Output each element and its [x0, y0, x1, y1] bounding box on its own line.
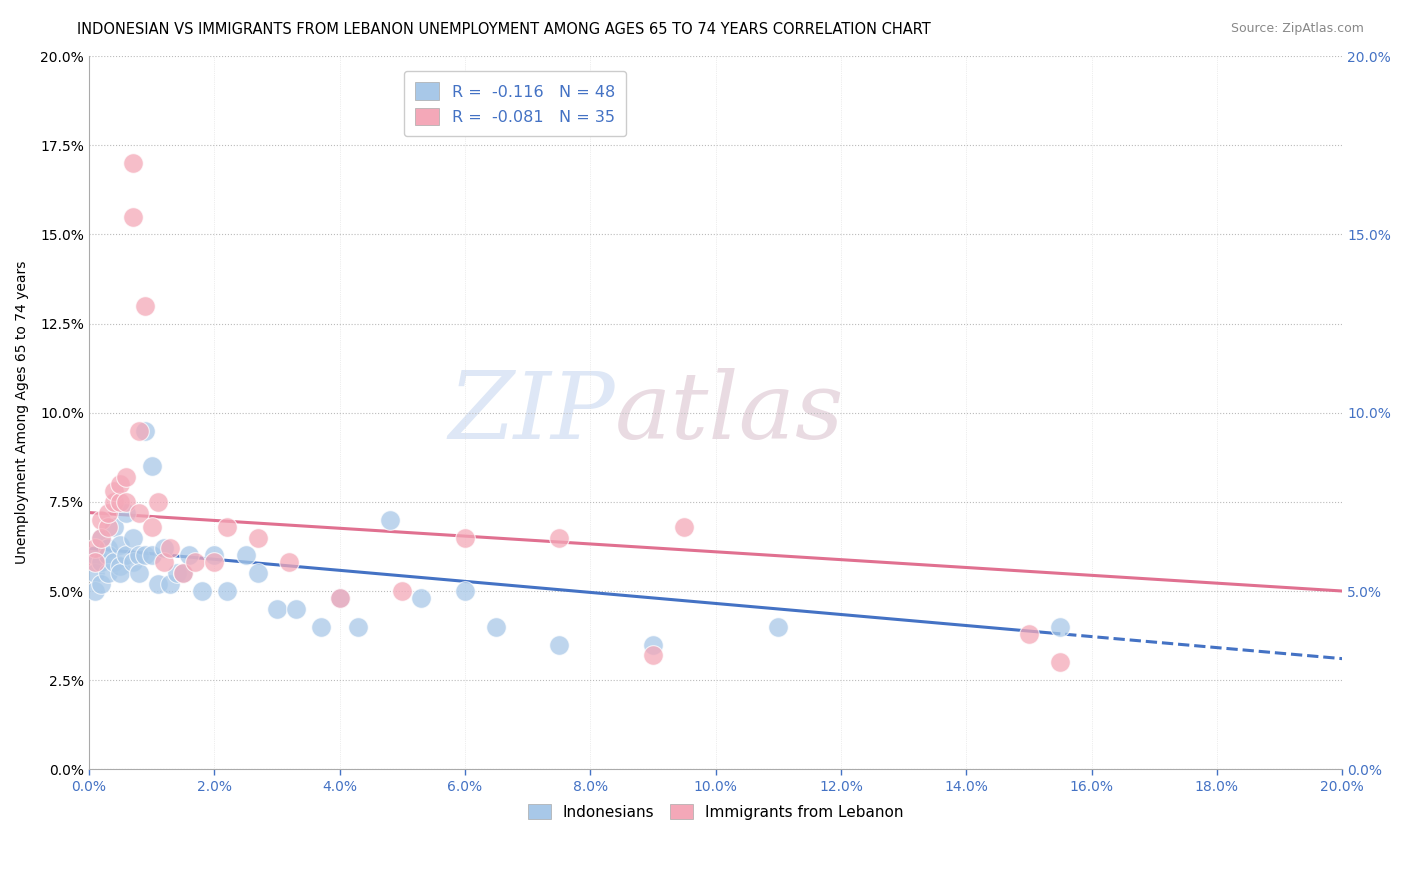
Point: [166, 566, 188, 581]
Point: [547, 638, 569, 652]
Point: [108, 495, 131, 509]
Point: [190, 584, 212, 599]
Point: [103, 484, 125, 499]
Point: [103, 520, 125, 534]
Point: [128, 506, 150, 520]
Y-axis label: Unemployment Among Ages 65 to 74 years: Unemployment Among Ages 65 to 74 years: [15, 261, 30, 565]
Point: [172, 566, 194, 581]
Point: [128, 424, 150, 438]
Point: [1049, 620, 1071, 634]
Point: [146, 577, 169, 591]
Point: [108, 566, 131, 581]
Point: [378, 513, 401, 527]
Point: [128, 549, 150, 563]
Point: [179, 549, 201, 563]
Point: [641, 648, 664, 663]
Point: [84, 549, 107, 563]
Point: [454, 531, 477, 545]
Point: [768, 620, 790, 634]
Point: [115, 549, 138, 563]
Point: [90, 556, 112, 570]
Point: [90, 577, 112, 591]
Point: [97, 506, 120, 520]
Point: [1018, 627, 1040, 641]
Point: [215, 584, 238, 599]
Point: [121, 556, 143, 570]
Point: [235, 549, 257, 563]
Point: [184, 556, 207, 570]
Text: INDONESIAN VS IMMIGRANTS FROM LEBANON UNEMPLOYMENT AMONG AGES 65 TO 74 YEARS COR: INDONESIAN VS IMMIGRANTS FROM LEBANON UN…: [77, 22, 931, 37]
Point: [215, 520, 238, 534]
Point: [90, 531, 112, 545]
Point: [202, 556, 225, 570]
Point: [134, 549, 156, 563]
Point: [547, 531, 569, 545]
Point: [90, 513, 112, 527]
Point: [278, 556, 301, 570]
Point: [121, 531, 143, 545]
Point: [108, 477, 131, 491]
Point: [97, 541, 120, 556]
Text: Source: ZipAtlas.com: Source: ZipAtlas.com: [1230, 22, 1364, 36]
Point: [84, 566, 107, 581]
Point: [97, 549, 120, 563]
Point: [328, 591, 350, 606]
Legend: Indonesians, Immigrants from Lebanon: Indonesians, Immigrants from Lebanon: [522, 797, 910, 826]
Point: [103, 556, 125, 570]
Point: [247, 531, 270, 545]
Point: [97, 520, 120, 534]
Text: ZIP: ZIP: [449, 368, 616, 458]
Point: [641, 638, 664, 652]
Point: [146, 495, 169, 509]
Point: [97, 566, 120, 581]
Point: [172, 566, 194, 581]
Point: [141, 520, 163, 534]
Point: [141, 459, 163, 474]
Point: [84, 584, 107, 599]
Point: [409, 591, 432, 606]
Point: [266, 602, 288, 616]
Point: [115, 470, 138, 484]
Point: [108, 538, 131, 552]
Point: [284, 602, 307, 616]
Point: [202, 549, 225, 563]
Point: [141, 549, 163, 563]
Point: [247, 566, 270, 581]
Point: [134, 424, 156, 438]
Point: [134, 299, 156, 313]
Point: [153, 541, 176, 556]
Point: [115, 495, 138, 509]
Point: [103, 495, 125, 509]
Point: [347, 620, 370, 634]
Text: atlas: atlas: [616, 368, 845, 458]
Point: [128, 566, 150, 581]
Point: [90, 531, 112, 545]
Point: [121, 156, 143, 170]
Point: [1049, 656, 1071, 670]
Point: [84, 541, 107, 556]
Point: [673, 520, 696, 534]
Point: [309, 620, 332, 634]
Point: [121, 210, 143, 224]
Point: [328, 591, 350, 606]
Point: [108, 559, 131, 574]
Point: [159, 541, 181, 556]
Point: [454, 584, 477, 599]
Point: [485, 620, 508, 634]
Point: [153, 556, 176, 570]
Point: [115, 506, 138, 520]
Point: [159, 577, 181, 591]
Point: [84, 556, 107, 570]
Point: [391, 584, 413, 599]
